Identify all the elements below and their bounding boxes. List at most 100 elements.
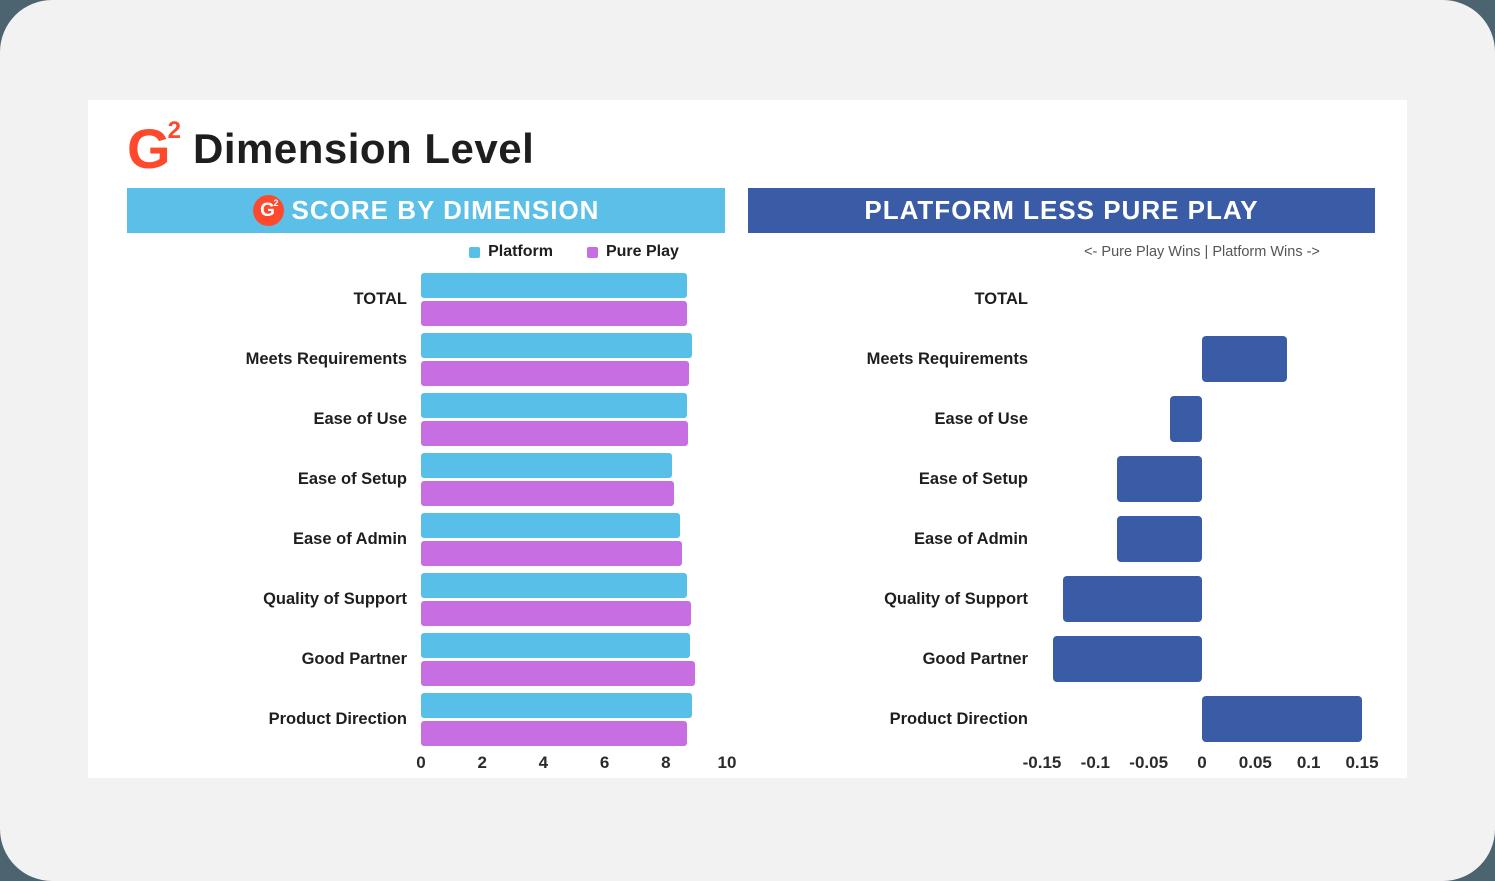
diff-bar [1116,456,1202,502]
diff-plot-area [1042,569,1362,629]
diff-row: Ease of Use [748,389,1375,449]
score-row: Ease of Admin [127,509,725,569]
pure-play-bar [421,300,688,326]
diff-row: Ease of Admin [748,509,1375,569]
g2-badge-icon: G 2 [252,195,284,226]
diff-plot-area [1042,689,1362,749]
legend-item-pure-play: Pure Play [586,243,679,261]
bar-pair [421,452,725,506]
diff-row: TOTAL [748,269,1375,329]
x-tick-label: 0 [416,753,426,772]
diff-row: Product Direction [748,689,1375,749]
banner-left-label: SCORE BY DIMENSION [291,195,600,225]
bar-pair [421,332,725,386]
g2-badge-sup: 2 [273,198,280,208]
x-tick-label: -0.1 [1080,753,1110,772]
g2-logo-g: G [127,117,171,180]
diff-bar [1170,396,1202,442]
header: G 2 Dimension Level [127,117,1375,180]
score-chart-ticks: 0 2 4 6 8 10 [416,749,736,779]
x-tick-label: -0.15 [1022,753,1062,772]
diff-plot-area [1042,329,1362,389]
score-chart-rows: TOTAL Meets Requirements Ease of Use Ease o… [127,269,725,749]
platform-bar [421,392,688,418]
legend-label-pure-play: Pure Play [605,243,679,260]
score-chart-x-axis: 0 2 4 6 8 10 [127,749,736,779]
bar-pair [421,692,725,746]
diff-chart-ticks: -0.15 -0.1 -0.05 0 0.05 0.1 0.15 [1023,749,1379,779]
platform-bar [421,692,692,718]
x-tick-label: 10 [717,753,737,772]
diff-row: Meets Requirements [748,329,1375,389]
diff-bar [1052,636,1202,682]
pure-play-bar [421,420,689,446]
diff-chart-rows: TOTAL Meets Requirements Ease of Use Ease o… [748,269,1375,749]
banner-right-label: PLATFORM LESS PURE PLAY [864,195,1259,225]
pure-play-bar [421,600,692,626]
score-by-dimension-chart: Platform Pure Play TOTAL Meets Requiremen… [127,235,737,779]
pure-play-swatch-icon [586,246,598,258]
diff-direction-note: <- Pure Play Wins | Platform Wins -> [1084,244,1320,260]
diff-plot-area [1042,389,1362,449]
category-label: Ease of Use [313,409,407,428]
legend-item-platform: Platform [469,243,553,261]
legend-label-platform: Platform [488,243,553,260]
diff-chart-x-axis: -0.15 -0.1 -0.05 0 0.05 0.1 0.15 [748,749,1379,779]
g2-logo-icon: G 2 [127,117,181,177]
x-tick-label: 8 [661,753,671,772]
platform-bar [421,272,688,298]
legend: Platform Pure Play [421,235,727,269]
pure-play-bar [421,480,675,506]
category-label: Meets Requirements [245,349,407,368]
category-label: Ease of Setup [297,469,407,488]
bar-pair [421,272,725,326]
score-row: Meets Requirements [127,329,725,389]
category-label: Ease of Admin [914,529,1028,548]
diff-bar [1202,696,1362,742]
legend-row: Platform Pure Play [127,235,725,269]
g2-badge-g: G [260,199,276,221]
page-title: Dimension Level [193,125,535,172]
x-tick-label: 6 [599,753,610,772]
platform-bar [421,452,672,478]
bar-pair [421,632,725,686]
pure-play-bar [421,540,682,566]
diff-plot-area [1042,629,1362,689]
category-label: Quality of Support [884,589,1028,608]
diff-bar [1202,336,1288,382]
diff-plot-area [1042,269,1362,329]
category-label: TOTAL [974,289,1028,308]
x-tick-label: 2 [477,753,487,772]
dashboard-card: G 2 Dimension Level G 2 SCORE BY DIMENSI… [88,100,1407,778]
bar-pair [421,572,725,626]
banner-score-by-dimension: G 2 SCORE BY DIMENSION [127,188,725,233]
category-label: Quality of Support [263,589,407,608]
pure-play-bar [421,720,688,746]
score-row: Good Partner [127,629,725,689]
pure-play-bar [421,660,695,686]
score-row: Quality of Support [127,569,725,629]
bar-pair [421,512,725,566]
score-row: TOTAL [127,269,725,329]
x-tick-label: 0.05 [1238,753,1272,772]
pure-play-bar [421,360,690,386]
category-label: Product Direction [889,709,1028,728]
category-label: Product Direction [268,709,407,728]
category-label: Good Partner [922,649,1028,668]
category-label: Ease of Admin [293,529,407,548]
diff-bar [1116,516,1202,562]
banner-row: G 2 SCORE BY DIMENSION PLATFORM LESS PUR… [127,188,1375,233]
diff-row: Ease of Setup [748,449,1375,509]
platform-swatch-icon [469,246,481,258]
score-row: Product Direction [127,689,725,749]
platform-bar [421,332,692,358]
diff-plot-area [1042,449,1362,509]
platform-less-pure-play-chart: <- Pure Play Wins | Platform Wins -> TOT… [748,235,1379,779]
x-tick-label: 4 [538,753,549,772]
category-label: Ease of Use [934,409,1028,428]
banner-platform-less-pure-play: PLATFORM LESS PURE PLAY [748,188,1375,233]
diff-bar [1063,576,1202,622]
x-tick-label: 0.15 [1345,753,1379,772]
platform-bar [421,632,691,658]
diff-plot-area [1042,509,1362,569]
